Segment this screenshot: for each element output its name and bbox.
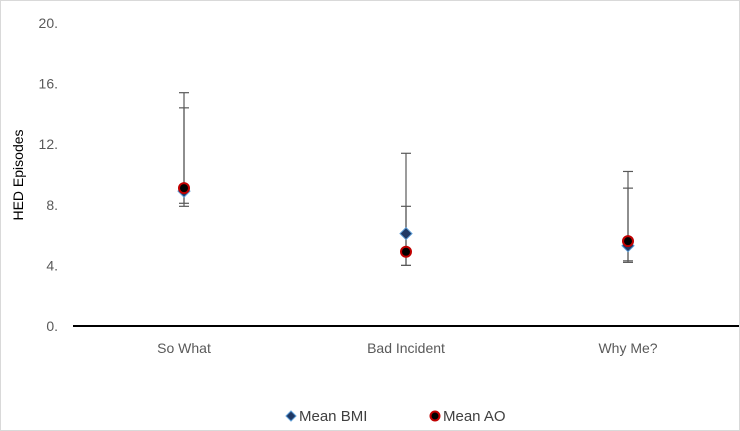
legend-marker-mean-bmi (285, 410, 297, 422)
y-tick-label: 12. (39, 136, 58, 152)
x-category-label: So What (157, 340, 211, 356)
legend-label: Mean AO (443, 408, 506, 425)
data-point-mean-ao (622, 235, 634, 248)
data-markers (177, 182, 635, 258)
y-axis-title: HED Episodes (10, 129, 26, 220)
y-tick-label: 4. (46, 257, 58, 273)
data-point-mean-bmi (399, 226, 413, 241)
data-point-mean-ao (400, 245, 412, 258)
y-tick-label: 16. (39, 76, 58, 92)
y-tick-label: 8. (46, 197, 58, 213)
legend: Mean BMI Mean AO (285, 408, 506, 425)
y-tick-label: 0. (46, 318, 58, 334)
legend-label: Mean BMI (299, 408, 367, 425)
legend-marker-mean-ao (429, 410, 441, 422)
x-axis-category-labels: So What Bad Incident Why Me? (157, 340, 658, 356)
y-tick-label: 20. (39, 15, 58, 31)
data-point-mean-ao (178, 182, 190, 195)
x-category-label: Bad Incident (367, 340, 445, 356)
x-category-label: Why Me? (598, 340, 657, 356)
y-axis-ticks: 0. 4. 8. 12. 16. 20. (39, 15, 58, 334)
